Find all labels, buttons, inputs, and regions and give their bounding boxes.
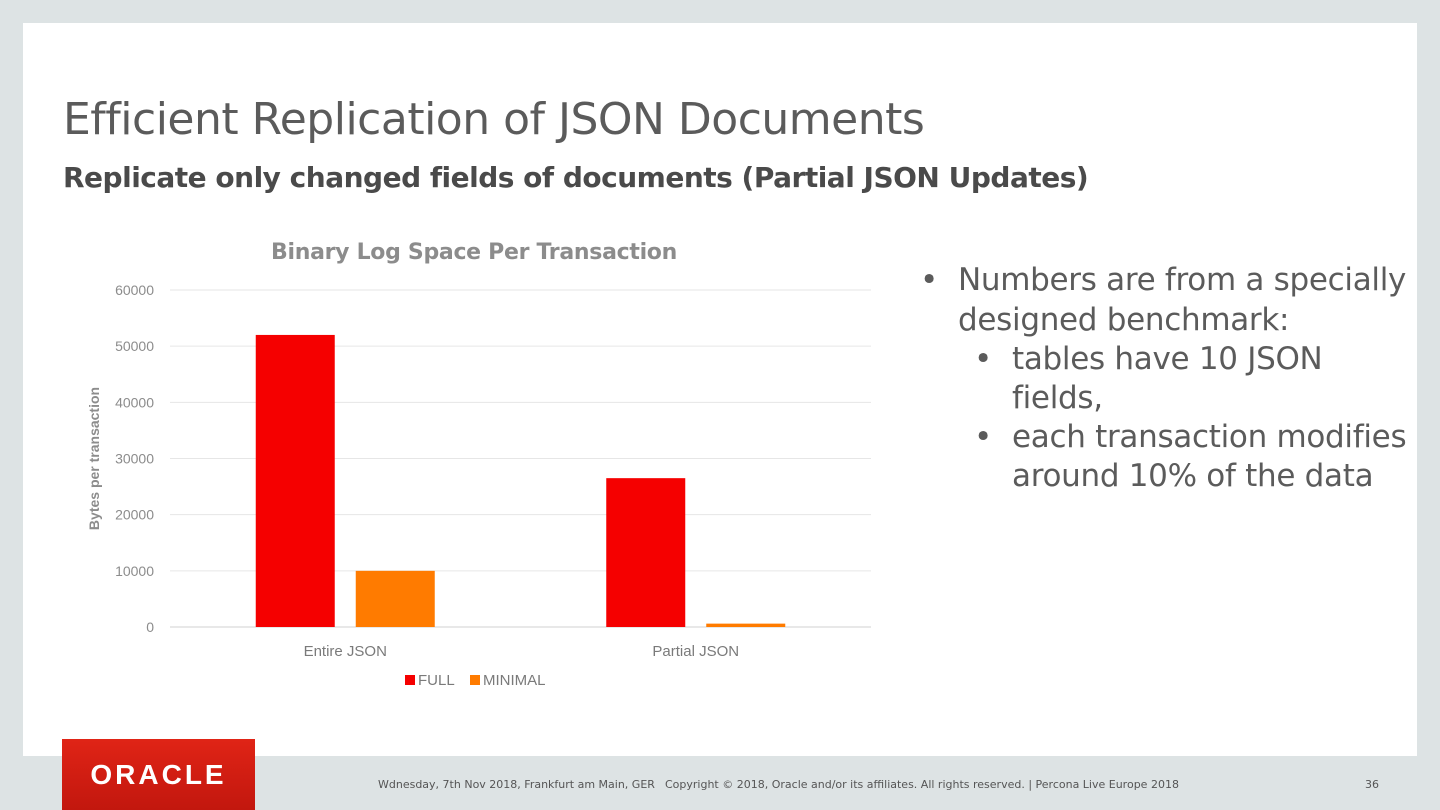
bar-minimal (706, 623, 786, 627)
bullet-dot: • (974, 341, 992, 377)
bar-minimal (355, 570, 435, 627)
footer-date: Wdnesday, 7th Nov 2018, Frankfurt am Mai… (378, 778, 655, 791)
bullet-sub-2-text: each transaction modifies around 10% of … (1012, 419, 1407, 494)
chart-title-text: Binary Log Space Per Transaction (271, 240, 677, 265)
x-category-label: Entire JSON (304, 643, 387, 660)
legend-swatch-minimal (470, 675, 480, 685)
bullet-list: • Numbers are from a specially designed … (920, 260, 1420, 496)
bullet-main: • Numbers are from a specially designed … (920, 260, 1420, 340)
footer-copyright: Copyright © 2018, Oracle and/or its affi… (665, 778, 1179, 791)
slide-subtitle: Replicate only changed fields of documen… (63, 161, 1089, 194)
y-axis-label: Bytes per transaction (86, 387, 102, 530)
legend-swatch-full (405, 675, 415, 685)
y-tick-label: 40000 (115, 394, 154, 410)
legend-label-full: FULL (418, 672, 455, 689)
bar-chart: Binary Log Space Per Transaction 0 10000 2… (60, 230, 890, 710)
bullet-dot: • (920, 262, 938, 298)
bullet-sub-1: • tables have 10 JSON fields, (974, 340, 1420, 418)
y-tick-label: 60000 (115, 282, 154, 298)
y-tick-label: 20000 (115, 507, 154, 523)
chart-title: Binary Log Space Per Transaction (60, 240, 890, 265)
oracle-logo-text: ORACLE (90, 759, 227, 790)
y-tick-label: 50000 (115, 338, 154, 354)
chart-svg: 0 10000 20000 30000 40000 50000 60000 Bytes per… (86, 282, 871, 689)
y-tick-label: 30000 (115, 451, 154, 467)
oracle-logo: ORACLE (62, 739, 255, 810)
y-tick-label: 10000 (115, 563, 154, 579)
x-category-label: Partial JSON (652, 643, 739, 660)
y-tick-label: 0 (146, 619, 154, 635)
slide-canvas (23, 23, 1417, 756)
bullet-dot: • (974, 419, 992, 455)
legend-label-minimal: MINIMAL (483, 672, 546, 689)
bar-full (255, 334, 335, 627)
bar-full (606, 478, 686, 627)
page-number: 36 (1365, 778, 1379, 791)
bullet-sub-2: • each transaction modifies around 10% o… (974, 418, 1420, 496)
slide-title: Efficient Replication of JSON Documents (63, 94, 925, 145)
bullet-main-text: Numbers are from a specially designed be… (958, 262, 1407, 338)
bullet-sub-1-text: tables have 10 JSON fields, (1012, 341, 1323, 416)
